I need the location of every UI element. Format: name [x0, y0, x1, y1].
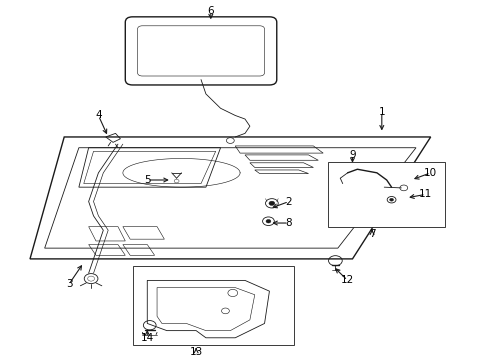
Text: 7: 7: [369, 229, 375, 239]
Text: 9: 9: [349, 150, 356, 160]
Circle shape: [266, 220, 271, 223]
Text: 11: 11: [419, 189, 432, 199]
Text: 13: 13: [190, 347, 203, 357]
Circle shape: [269, 201, 275, 206]
Text: 3: 3: [66, 279, 73, 289]
Text: 6: 6: [207, 6, 214, 17]
Text: 10: 10: [424, 168, 437, 178]
Text: 5: 5: [144, 175, 150, 185]
Text: 1: 1: [378, 107, 385, 117]
FancyBboxPatch shape: [133, 266, 294, 345]
Text: 8: 8: [286, 218, 293, 228]
Text: 12: 12: [341, 275, 354, 285]
Circle shape: [390, 198, 393, 201]
Text: 4: 4: [95, 111, 102, 121]
Text: 14: 14: [141, 333, 154, 343]
Text: 2: 2: [286, 197, 293, 207]
FancyBboxPatch shape: [328, 162, 445, 226]
